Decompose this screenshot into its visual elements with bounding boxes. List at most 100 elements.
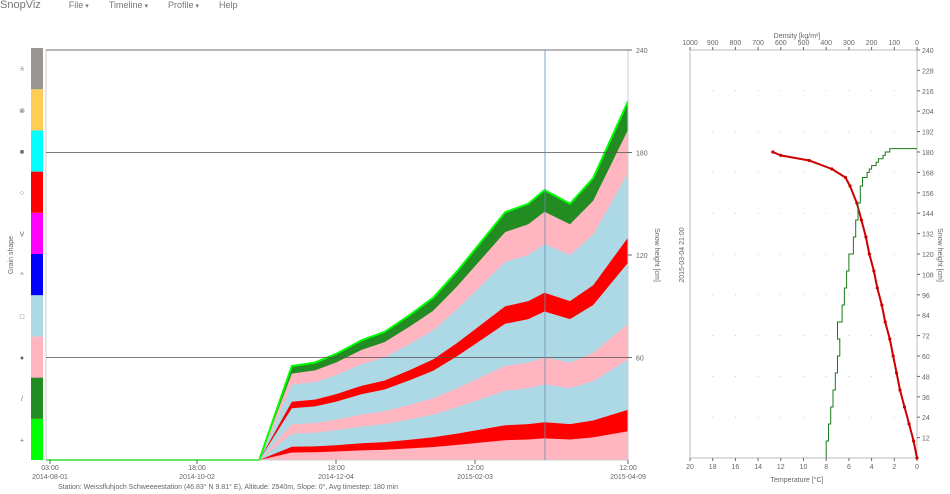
- grid-dot: [893, 294, 895, 296]
- profile-right-tick-label: 180: [922, 150, 934, 157]
- timeline-y-tick-label: 180: [636, 151, 648, 158]
- grid-dot: [780, 49, 782, 51]
- temperature-point: [891, 354, 895, 358]
- profile-bottom-tick-label: 14: [754, 464, 762, 471]
- temperature-point: [807, 158, 811, 163]
- grain-legend-swatch: [31, 254, 43, 296]
- profile-right-tick-label: 84: [922, 313, 930, 320]
- timeline-axes: 60 120 180 240 03:00 2014-08-01 18:00 2014-10-0…: [32, 48, 648, 481]
- profile-bottom-axis-label: Temperature [°C]: [771, 476, 824, 484]
- grain-legend-swatch: [31, 48, 43, 90]
- grain-legend-swatch: [31, 336, 43, 378]
- grid-dot: [848, 131, 850, 133]
- grid-dot: [734, 253, 736, 255]
- grain-legend-symbol: ⩯: [20, 66, 24, 74]
- profile-top-tick-label: 400: [820, 40, 832, 47]
- grain-legend-symbol: V: [20, 231, 25, 238]
- station-info: Station: Weissfluhjoch Schweeeestation (…: [58, 484, 399, 491]
- grid-dot: [871, 294, 873, 296]
- profile-right-tick-label: 228: [922, 68, 934, 75]
- profile-top-tick-label: 200: [866, 40, 878, 47]
- grid-dot: [825, 294, 827, 296]
- menu-profile[interactable]: Profile ▾: [168, 0, 199, 10]
- grid-dot: [848, 212, 850, 214]
- menu-file[interactable]: File ▾: [69, 0, 89, 10]
- temperature-point: [859, 218, 863, 222]
- grid-dot: [871, 171, 873, 173]
- grid-dot: [757, 416, 759, 418]
- grain-legend-symbol: ■: [20, 149, 24, 156]
- grid-dot: [712, 212, 714, 214]
- menu-timeline[interactable]: Timeline ▾: [109, 0, 148, 10]
- grain-legend-swatch: [31, 295, 43, 337]
- profile-top-tick-label: 0: [915, 40, 919, 47]
- caret-down-icon: ▾: [85, 3, 89, 10]
- temperature-point: [848, 184, 852, 188]
- temperature-point: [875, 286, 879, 290]
- grid-dot: [871, 49, 873, 51]
- temperature-point: [883, 320, 887, 324]
- timeline-x-tick-date: 2014-12-04: [318, 474, 354, 481]
- timeline-y-axis-label: Snow height [cm]: [653, 228, 660, 282]
- profile-bottom-tick-label: 2: [892, 464, 896, 471]
- grid-dot: [780, 212, 782, 214]
- timeline-x-tick-time: 12:00: [466, 465, 484, 472]
- temperature-point: [779, 153, 783, 157]
- grid-dot: [871, 375, 873, 377]
- temperature-point: [855, 201, 859, 205]
- profile-right-tick-label: 96: [922, 293, 930, 300]
- grain-legend-swatch: [31, 377, 43, 419]
- grid-dot: [803, 375, 804, 377]
- temperature-point: [902, 405, 907, 409]
- grid-dot: [734, 416, 736, 418]
- grain-legend-symbol: ⊗: [19, 108, 25, 115]
- grid-dot: [734, 49, 736, 51]
- profile-bottom-tick-label: 4: [870, 464, 874, 471]
- profile-bottom-tick-label: 18: [709, 464, 717, 471]
- timeline-x-tick-time: 03:00: [41, 465, 59, 472]
- grid-dot: [712, 253, 714, 255]
- timeline-x-tick-time: 12:00: [619, 465, 637, 472]
- timeline-plot-area[interactable]: [46, 100, 629, 461]
- grid-dot: [893, 171, 895, 173]
- grid-dot: [734, 131, 736, 133]
- grid-dot: [893, 212, 895, 214]
- grid-dot: [825, 335, 827, 337]
- profile-right-tick-label: 156: [922, 191, 934, 198]
- profile-top-tick-label: 500: [798, 40, 810, 47]
- temperature-point: [894, 371, 899, 375]
- grid-dot: [803, 171, 804, 173]
- profile-right-tick-label: 120: [922, 252, 934, 259]
- timeline-chart[interactable]: + / ● □ ^ V ○ ■ ⊗ ⩯ Grain shape 60 120 180 240 03:00 2…: [0, 0, 680, 494]
- profile-right-tick-label: 132: [922, 232, 934, 239]
- profile-top-tick-label: 900: [707, 40, 719, 47]
- timeline-x-tick-date: 2014-08-01: [32, 474, 68, 481]
- grid-dot: [712, 335, 714, 337]
- temperature-point: [867, 252, 871, 256]
- grid-dot: [848, 49, 850, 51]
- profile-right-tick-label: 24: [922, 415, 930, 422]
- profile-bottom-tick-label: 20: [686, 464, 694, 471]
- grain-legend-swatch: [31, 212, 43, 254]
- menu-file-label: File: [68, 0, 84, 10]
- grid-dot: [893, 375, 895, 377]
- grid-dot: [757, 131, 759, 133]
- menu-help[interactable]: Help: [219, 0, 238, 10]
- grid-dot: [871, 131, 873, 133]
- grid-dot: [893, 416, 895, 418]
- profile-bottom-tick-label: 0: [915, 464, 919, 471]
- grid-dot: [780, 416, 782, 418]
- profile-right-tick-label: 12: [922, 436, 930, 443]
- timeline-x-tick-date: 2015-02-03: [457, 474, 493, 481]
- grid-dot: [893, 90, 895, 92]
- temperature-point: [872, 269, 876, 273]
- grid-dot: [893, 253, 895, 255]
- grain-legend-symbol: ○: [20, 190, 24, 197]
- grid-dot: [825, 375, 827, 377]
- profile-plot-area: [771, 148, 919, 460]
- grid-dot: [825, 212, 827, 214]
- grid-dot: [848, 335, 850, 337]
- grid-dot: [848, 375, 850, 377]
- temperature-point: [898, 388, 902, 392]
- profile-right-tick-label: 48: [922, 374, 930, 381]
